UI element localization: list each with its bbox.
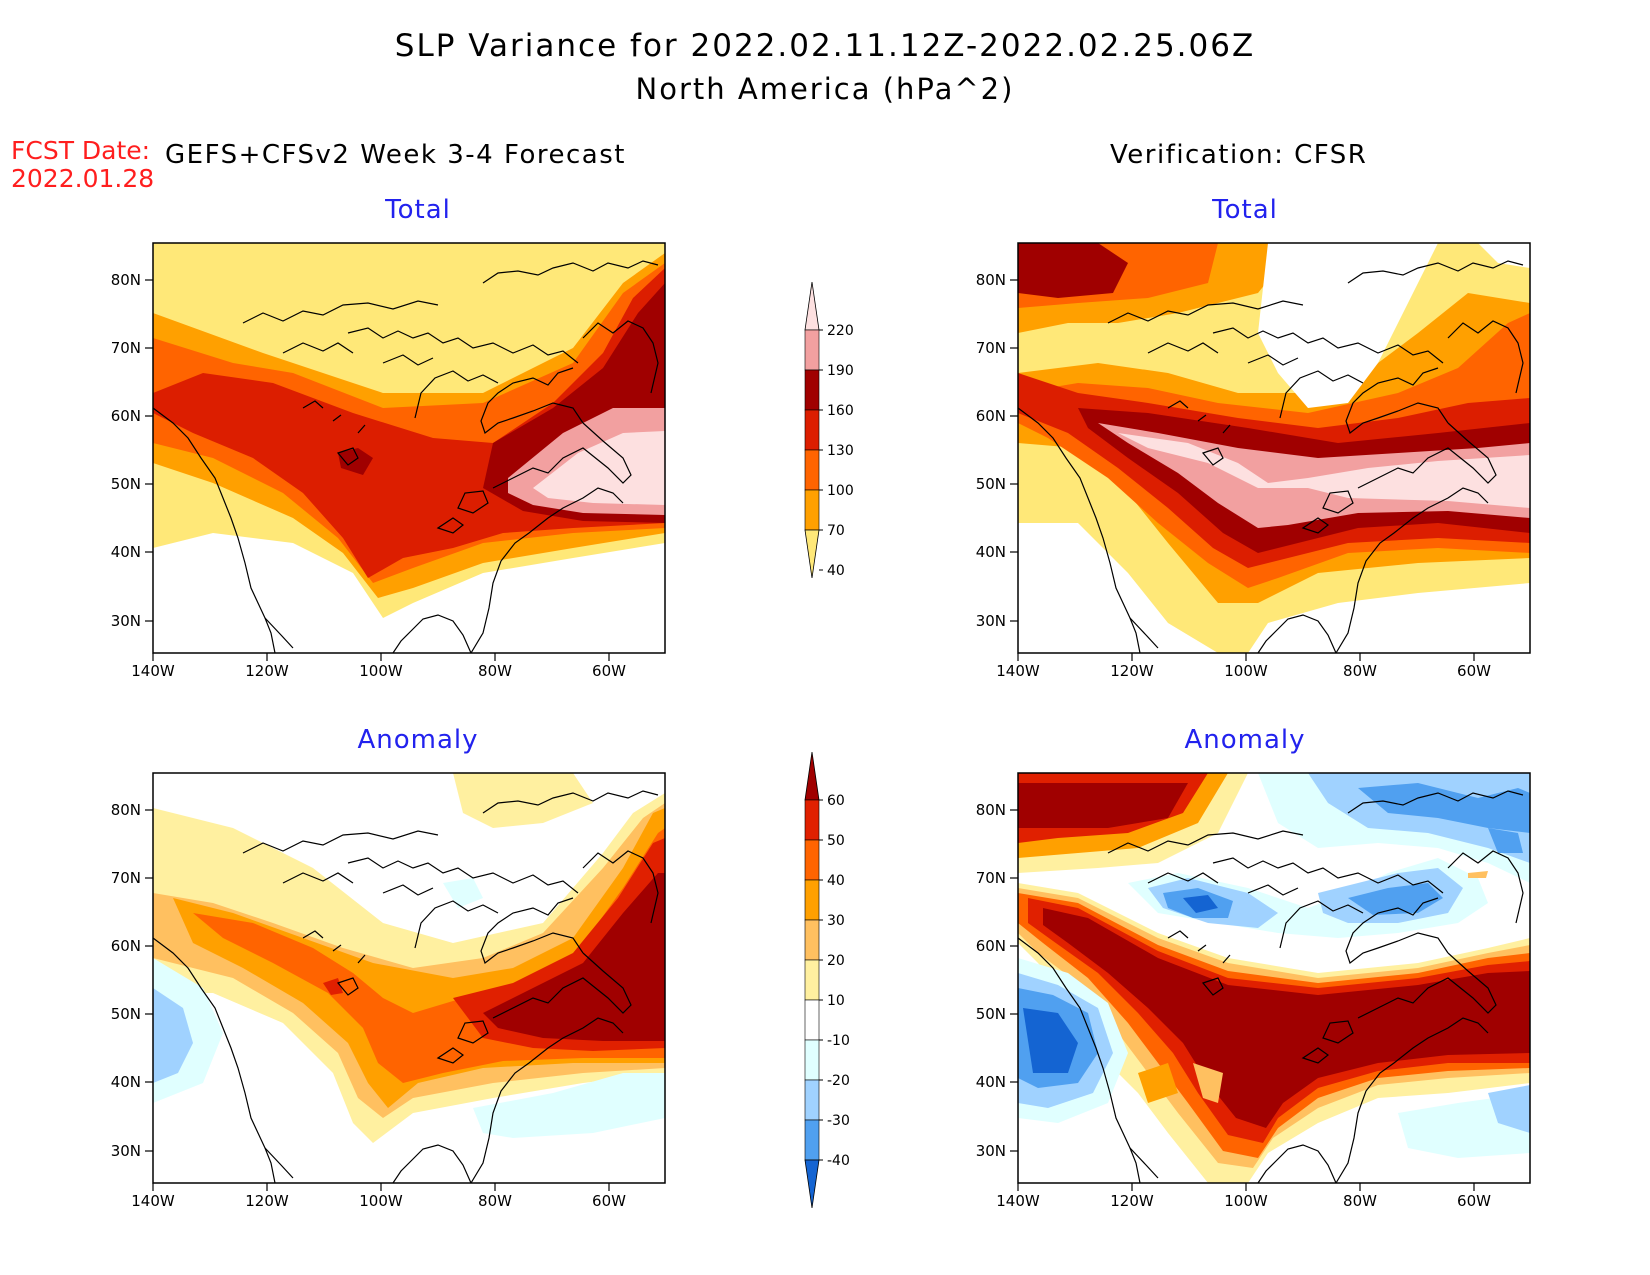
lon-tick-label: 60W [592,662,626,680]
lon-tick-label: 140W [996,1192,1040,1210]
colorbar-swatch [804,1159,820,1209]
lon-tick-label: 120W [1110,1192,1154,1210]
verification-header: Verification: CFSR [1110,140,1368,170]
colorbar-label: 190 [827,363,854,379]
lat-tick-label: 50N [111,475,141,493]
main-title: SLP Variance for 2022.02.11.12Z-2022.02.… [394,28,1256,64]
colorbar-swatch [804,1119,820,1161]
lat-tick-label: 30N [976,1142,1006,1160]
colorbar-label: -30 [827,1113,850,1129]
colorbar-swatch [804,1079,820,1121]
panel-title-forecast-total: Total [385,195,451,225]
lon-tick-label: 80W [478,662,512,680]
lon-tick-label: 80W [1343,662,1377,680]
lat-tick-label: 80N [976,271,1006,289]
lon-tick-label: 60W [592,1192,626,1210]
lat-tick-label: 60N [111,407,141,425]
colorbar-swatch [804,409,820,451]
lat-tick-label: 50N [976,475,1006,493]
colorbar-label: 60 [827,793,845,809]
colorbar-label: -40 [827,1153,850,1169]
lon-tick-label: 80W [1343,1192,1377,1210]
lon-tick-label: 100W [1224,1192,1268,1210]
colorbar-swatch [804,879,820,921]
lat-tick-label: 40N [976,543,1006,561]
lat-tick-label: 70N [976,869,1006,887]
lat-tick-label: 60N [111,937,141,955]
colorbar-swatch [804,959,820,1001]
lat-tick-label: 30N [111,1142,141,1160]
colorbar-swatch [804,751,820,801]
colorbar-label: 40 [827,563,845,579]
panel-title-forecast-anomaly: Anomaly [357,725,479,755]
colorbar-anomaly: 60 50 40 30 20 10 -10 -20 -30 -40 [804,751,850,1209]
colorbar-swatch [804,999,820,1041]
colorbar-swatch [804,839,820,881]
colorbar-label: 130 [827,443,854,459]
subtitle: North America (hPa^2) [635,72,1015,106]
lon-tick-label: 80W [478,1192,512,1210]
lat-tick-label: 70N [111,869,141,887]
colorbar-label: 30 [827,913,845,929]
map-verification-total [1009,242,1531,662]
colorbar-label: -10 [827,1033,850,1049]
panel-title-verification-anomaly: Anomaly [1184,725,1306,755]
lat-tick-label: 80N [111,801,141,819]
fcst-date-label: FCST Date: [11,136,151,165]
fcst-date-value: 2022.01.28 [11,164,155,193]
colorbar-swatch [804,529,820,579]
colorbar-label: 50 [827,833,845,849]
lat-tick-label: 50N [976,1005,1006,1023]
lon-tick-label: 120W [245,662,289,680]
axis-labels: 80N 70N 60N 50N 40N 30N 140W 120W 100W 80W 60W 80N 7… [111,271,1491,1210]
lat-tick-label: 70N [111,339,141,357]
forecast-header: GEFS+CFSv2 Week 3-4 Forecast [165,140,626,170]
lon-tick-label: 60W [1457,662,1491,680]
colorbar-label: 160 [827,403,854,419]
lat-tick-label: 60N [976,937,1006,955]
lat-tick-label: 80N [111,271,141,289]
lat-tick-label: 30N [976,612,1006,630]
colorbar-label: 100 [827,483,854,499]
panel-title-verification-total: Total [1212,195,1278,225]
colorbar-label: 40 [827,873,845,889]
lon-tick-label: 120W [1110,662,1154,680]
colorbar-label: 10 [827,993,845,1009]
map-forecast-anomaly [144,772,666,1192]
lon-tick-label: 100W [1224,662,1268,680]
colorbar-swatch [804,449,820,491]
lat-tick-label: 40N [111,543,141,561]
lat-tick-label: 80N [976,801,1006,819]
colorbar-label: 20 [827,953,845,969]
lat-tick-label: 40N [976,1073,1006,1091]
colorbar-label: -20 [827,1073,850,1089]
lat-tick-label: 50N [111,1005,141,1023]
colorbar-total: 220 190 160 130 100 70 40 [804,281,854,579]
colorbar-swatch [804,369,820,411]
map-verification-anomaly [1009,772,1531,1192]
colorbar-swatch [804,489,820,531]
colorbar-swatch [804,281,820,331]
colorbar-swatch [804,1039,820,1081]
lat-tick-label: 30N [111,612,141,630]
colorbar-label: 70 [827,523,845,539]
lon-tick-label: 140W [131,1192,175,1210]
lon-tick-label: 140W [996,662,1040,680]
lon-tick-label: 100W [359,1192,403,1210]
lon-tick-label: 100W [359,662,403,680]
lat-tick-label: 70N [976,339,1006,357]
map-forecast-total [144,242,666,662]
lon-tick-label: 120W [245,1192,289,1210]
lat-tick-label: 40N [111,1073,141,1091]
lon-tick-label: 60W [1457,1192,1491,1210]
colorbar-swatch [804,329,820,371]
colorbar-swatch [804,919,820,961]
colorbar-label: 220 [827,323,854,339]
lat-tick-label: 60N [976,407,1006,425]
colorbar-swatch [804,799,820,841]
lon-tick-label: 140W [131,662,175,680]
